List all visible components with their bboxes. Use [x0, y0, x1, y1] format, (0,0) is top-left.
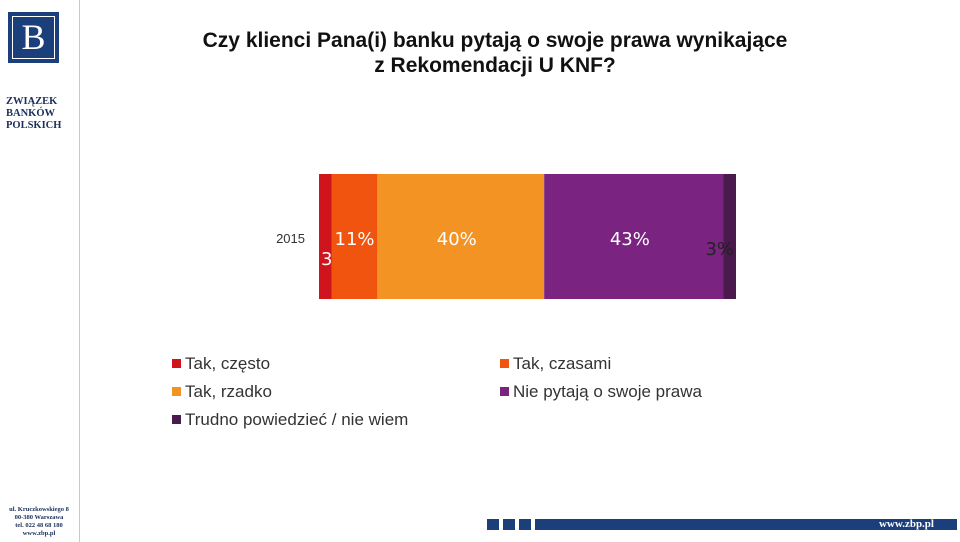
org-name-line: POLSKICH [6, 120, 62, 131]
legend-item: Trudno powiedzieć / nie wiem [172, 410, 408, 430]
legend-label: Nie pytają o swoje prawa [513, 382, 702, 401]
legend-swatch [500, 387, 509, 396]
bar-segment [544, 174, 724, 299]
footer-block [519, 519, 531, 530]
logo-frame [12, 16, 55, 59]
title-line: Czy klienci Pana(i) banku pytają o swoje… [202, 29, 788, 52]
sidebar-divider [79, 0, 80, 542]
data-label: 40% [437, 229, 477, 250]
title-line: z Rekomendacji U KNF? [374, 54, 616, 77]
zbp-logo: B [8, 12, 59, 63]
footer-block [503, 519, 515, 530]
legend-item: Tak, czasami [500, 354, 611, 374]
legend-swatch [500, 359, 509, 368]
bar-segment [377, 174, 545, 299]
category-label: 2015 [276, 231, 305, 246]
data-label: 43% [610, 229, 650, 250]
legend-label: Tak, rzadko [185, 382, 272, 401]
organization-address: ul. Kruczkowskiego 8 00-380 Warszawa tel… [0, 506, 78, 538]
legend-item: Tak, często [172, 354, 270, 374]
data-label: 11% [335, 229, 375, 250]
legend-label: Tak, czasami [513, 354, 612, 373]
data-label: 3% [705, 239, 734, 260]
address-line: www.zbp.pl [22, 530, 56, 537]
legend-swatch [172, 387, 181, 396]
footer-url: www.zbp.pl [878, 518, 934, 530]
legend-label: Tak, często [185, 354, 271, 373]
bar-segment [723, 174, 736, 299]
org-name-line: ZWIĄZEK [6, 96, 58, 107]
organization-name: ZWIĄZEK BANKÓW POLSKICH [6, 96, 76, 132]
footer-block [487, 519, 499, 530]
legend-item: Tak, rzadko [172, 382, 272, 402]
legend-swatch [172, 359, 181, 368]
logo-letter: B [21, 17, 46, 57]
bar-segment [331, 174, 378, 299]
address-line: 00-380 Warszawa [14, 514, 64, 521]
address-line: tel. 022 48 68 180 [15, 522, 63, 529]
legend-label: Trudno powiedzieć / nie wiem [185, 410, 409, 429]
bar-segment [319, 174, 332, 299]
org-name-line: BANKÓW [6, 108, 56, 119]
slide-title: Czy klienci Pana(i) banku pytają o swoje… [180, 28, 810, 78]
footer-bar [535, 519, 957, 530]
legend-item: Nie pytają o swoje prawa [500, 382, 702, 402]
stacked-bar-chart: 20153%11%40%43%3% [276, 174, 736, 299]
legend-swatch [172, 415, 181, 424]
address-line: ul. Kruczkowskiego 8 [9, 506, 69, 513]
